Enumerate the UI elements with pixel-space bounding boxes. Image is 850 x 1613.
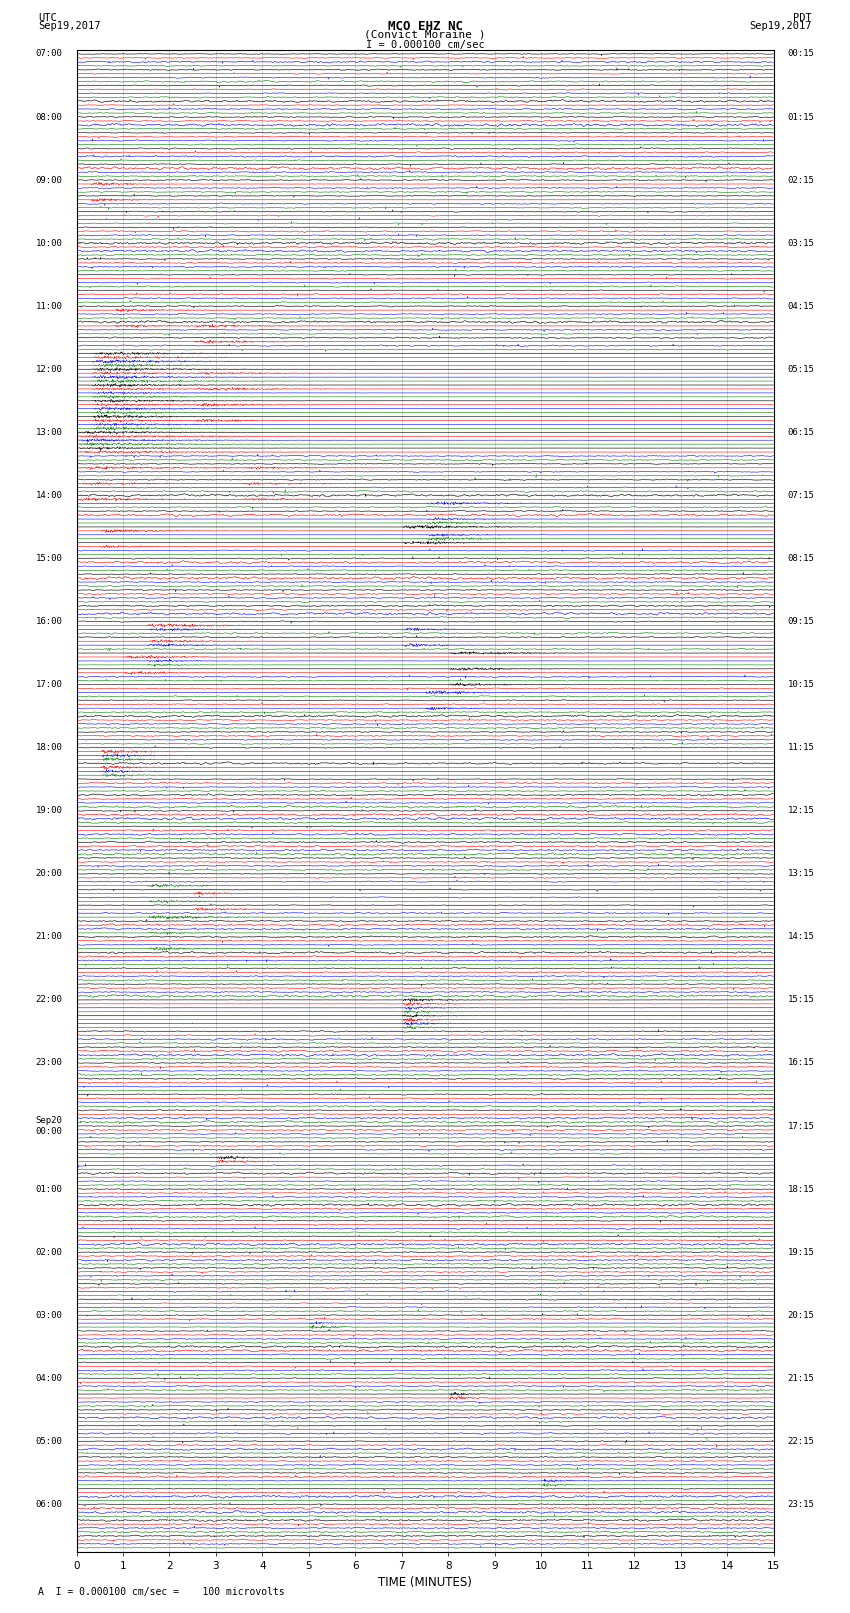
- Text: 20:15: 20:15: [787, 1311, 814, 1319]
- Text: 09:15: 09:15: [787, 618, 814, 626]
- Text: 05:00: 05:00: [36, 1437, 63, 1445]
- Text: 22:15: 22:15: [787, 1437, 814, 1445]
- Text: I = 0.000100 cm/sec: I = 0.000100 cm/sec: [366, 39, 484, 50]
- Text: 18:00: 18:00: [36, 744, 63, 752]
- Text: 17:15: 17:15: [787, 1121, 814, 1131]
- Text: 02:00: 02:00: [36, 1247, 63, 1257]
- Text: MCO EHZ NC: MCO EHZ NC: [388, 19, 462, 34]
- Text: 04:15: 04:15: [787, 302, 814, 311]
- Text: 14:00: 14:00: [36, 490, 63, 500]
- Text: 20:00: 20:00: [36, 869, 63, 877]
- Text: 16:15: 16:15: [787, 1058, 814, 1068]
- Text: 19:00: 19:00: [36, 806, 63, 815]
- Text: 07:15: 07:15: [787, 490, 814, 500]
- X-axis label: TIME (MINUTES): TIME (MINUTES): [378, 1576, 472, 1589]
- Text: 11:00: 11:00: [36, 302, 63, 311]
- Text: 21:00: 21:00: [36, 932, 63, 942]
- Text: 03:15: 03:15: [787, 239, 814, 248]
- Text: 08:15: 08:15: [787, 553, 814, 563]
- Text: 05:15: 05:15: [787, 365, 814, 374]
- Text: 14:15: 14:15: [787, 932, 814, 942]
- Text: 12:00: 12:00: [36, 365, 63, 374]
- Text: 01:00: 01:00: [36, 1184, 63, 1194]
- Text: 13:00: 13:00: [36, 427, 63, 437]
- Text: Sep19,2017: Sep19,2017: [749, 21, 812, 31]
- Text: (Convict Moraine ): (Convict Moraine ): [365, 31, 485, 40]
- Text: 06:00: 06:00: [36, 1500, 63, 1508]
- Text: 08:00: 08:00: [36, 113, 63, 121]
- Text: 10:00: 10:00: [36, 239, 63, 248]
- Text: 12:15: 12:15: [787, 806, 814, 815]
- Text: 15:15: 15:15: [787, 995, 814, 1005]
- Text: 15:00: 15:00: [36, 553, 63, 563]
- Text: 03:00: 03:00: [36, 1311, 63, 1319]
- Text: 21:15: 21:15: [787, 1374, 814, 1382]
- Text: 16:00: 16:00: [36, 618, 63, 626]
- Text: 17:00: 17:00: [36, 681, 63, 689]
- Text: 18:15: 18:15: [787, 1184, 814, 1194]
- Text: 01:15: 01:15: [787, 113, 814, 121]
- Text: 02:15: 02:15: [787, 176, 814, 184]
- Text: 19:15: 19:15: [787, 1247, 814, 1257]
- Text: UTC: UTC: [38, 13, 57, 23]
- Text: PDT: PDT: [793, 13, 812, 23]
- Text: 04:00: 04:00: [36, 1374, 63, 1382]
- Text: 11:15: 11:15: [787, 744, 814, 752]
- Text: 10:15: 10:15: [787, 681, 814, 689]
- Text: 09:00: 09:00: [36, 176, 63, 184]
- Text: 23:15: 23:15: [787, 1500, 814, 1508]
- Text: 07:00: 07:00: [36, 50, 63, 58]
- Text: 13:15: 13:15: [787, 869, 814, 877]
- Text: Sep20
00:00: Sep20 00:00: [36, 1116, 63, 1136]
- Text: Sep19,2017: Sep19,2017: [38, 21, 101, 31]
- Text: A  I = 0.000100 cm/sec =    100 microvolts: A I = 0.000100 cm/sec = 100 microvolts: [38, 1587, 285, 1597]
- Text: 06:15: 06:15: [787, 427, 814, 437]
- Text: 22:00: 22:00: [36, 995, 63, 1005]
- Text: 00:15: 00:15: [787, 50, 814, 58]
- Text: 23:00: 23:00: [36, 1058, 63, 1068]
